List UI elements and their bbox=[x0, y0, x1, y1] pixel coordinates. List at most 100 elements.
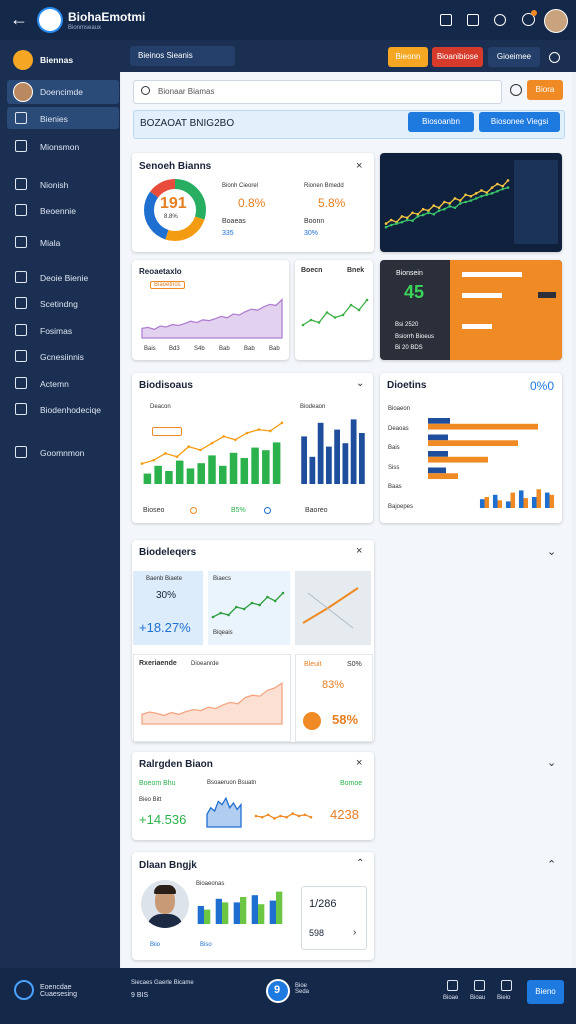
bar bbox=[301, 436, 308, 484]
promo-line: Bi 20 BDS bbox=[395, 345, 423, 351]
footer-icon[interactable] bbox=[501, 980, 512, 991]
point bbox=[485, 191, 489, 194]
point bbox=[501, 187, 504, 191]
legend-item: B5% bbox=[231, 507, 246, 514]
donut-sub: 8.8% bbox=[164, 214, 178, 220]
footer-logo bbox=[14, 980, 34, 1000]
banner-button[interactable]: Biosonee Viegsi bbox=[479, 112, 560, 132]
avatar[interactable] bbox=[544, 9, 568, 33]
search-button[interactable]: Biora bbox=[527, 80, 563, 100]
footer-icon[interactable] bbox=[447, 980, 458, 991]
point bbox=[325, 311, 329, 314]
point bbox=[303, 813, 307, 817]
nav-item[interactable]: Nionish bbox=[40, 180, 69, 190]
bar bbox=[510, 492, 516, 508]
nav-item[interactable]: Mionsmon bbox=[40, 142, 80, 152]
app-title: BiohaEmotmi bbox=[68, 10, 146, 24]
nav-item[interactable]: Miala bbox=[40, 238, 61, 248]
nav-icon bbox=[15, 403, 27, 415]
point bbox=[453, 206, 457, 210]
footer-badge-label: Bioe Seda bbox=[295, 983, 310, 995]
nav-item[interactable]: Fosimas bbox=[40, 326, 73, 336]
chevron[interactable]: ⌃ bbox=[547, 859, 557, 871]
nav-item[interactable]: Beoennie bbox=[40, 206, 76, 216]
close-icon[interactable]: × bbox=[356, 160, 363, 172]
bar bbox=[428, 451, 448, 457]
chevron[interactable]: ⌃ bbox=[356, 858, 365, 869]
point bbox=[458, 202, 462, 205]
road bbox=[307, 592, 354, 629]
close-icon[interactable]: × bbox=[356, 757, 363, 769]
x-tick-label: Bd3 bbox=[169, 346, 180, 352]
bar bbox=[358, 433, 365, 484]
bar bbox=[428, 423, 538, 430]
point bbox=[210, 441, 214, 445]
area bbox=[141, 298, 283, 339]
nav-item[interactable]: Doencimde bbox=[40, 87, 83, 97]
point bbox=[443, 207, 446, 211]
nav-item[interactable]: Scetindng bbox=[40, 299, 78, 309]
hbar-chart bbox=[428, 418, 538, 480]
legend-item: Bioseo bbox=[143, 507, 165, 514]
card-title: Reoaetaxlo bbox=[139, 267, 182, 276]
donut-segment bbox=[144, 179, 206, 241]
card-tag: Bnek bbox=[347, 267, 365, 274]
nav-item[interactable]: Biodenhodeciqe bbox=[40, 405, 101, 415]
toolbar-button[interactable]: Bioanibiose bbox=[432, 47, 483, 67]
point bbox=[234, 438, 237, 442]
footer-badge-text: 9 bbox=[274, 984, 281, 996]
bar bbox=[317, 422, 324, 484]
close-icon[interactable]: × bbox=[356, 545, 363, 557]
point bbox=[496, 182, 499, 186]
toolbar-button[interactable]: Bieonn bbox=[388, 47, 428, 67]
nav-item[interactable]: Bienies bbox=[40, 114, 68, 124]
chevron[interactable]: ⌄ bbox=[356, 378, 365, 389]
table-panel bbox=[514, 160, 558, 244]
x-tick-label: Bab bbox=[219, 346, 230, 352]
nav-item[interactable]: Deoie Bienie bbox=[40, 273, 89, 283]
logo bbox=[39, 9, 61, 31]
point bbox=[490, 192, 494, 195]
nav-icon bbox=[15, 271, 27, 283]
chevron[interactable]: ⌄ bbox=[547, 757, 557, 769]
nav-item[interactable]: Gcnesiinnis bbox=[40, 352, 84, 362]
point bbox=[400, 215, 404, 218]
chevron[interactable]: › bbox=[353, 927, 357, 938]
route bbox=[302, 587, 359, 624]
icon[interactable] bbox=[494, 14, 506, 26]
region-value: +14.536 bbox=[139, 812, 187, 827]
icon[interactable] bbox=[467, 14, 479, 26]
footer-center-title: Siecaes Gaerle Bicame bbox=[131, 980, 194, 986]
icon[interactable] bbox=[440, 14, 452, 26]
bar bbox=[523, 498, 529, 508]
banner-button[interactable]: Biosoanbn bbox=[408, 112, 474, 132]
bar bbox=[222, 902, 229, 924]
line-chart bbox=[254, 812, 313, 820]
promo-bar bbox=[538, 292, 556, 298]
toolbar-button[interactable]: Gioeimee bbox=[488, 47, 540, 67]
point bbox=[333, 316, 337, 319]
map-route bbox=[302, 587, 359, 629]
point bbox=[266, 813, 270, 817]
nav-item[interactable]: Actemn bbox=[40, 379, 69, 389]
footer-button[interactable]: Bieno bbox=[527, 980, 564, 1004]
dropdown[interactable]: Bieinos Sieanis bbox=[130, 46, 235, 66]
point bbox=[349, 303, 353, 307]
profile-foot: Biso bbox=[200, 942, 212, 948]
back-icon[interactable]: ← bbox=[10, 9, 28, 29]
search-bar[interactable] bbox=[133, 80, 502, 104]
stat-foot: 335 bbox=[222, 230, 234, 237]
point bbox=[152, 458, 155, 462]
chevron[interactable]: ⌄ bbox=[547, 546, 557, 558]
bar bbox=[497, 500, 503, 508]
footer-icon[interactable] bbox=[474, 980, 485, 991]
footer-badge[interactable] bbox=[266, 979, 290, 1003]
point bbox=[506, 179, 510, 182]
nav-item[interactable]: Goomnmon bbox=[40, 448, 85, 458]
icon[interactable] bbox=[510, 84, 522, 96]
point bbox=[416, 212, 420, 216]
point bbox=[258, 603, 261, 607]
notification-icon[interactable] bbox=[522, 13, 535, 26]
point bbox=[285, 815, 288, 819]
icon[interactable] bbox=[549, 52, 560, 63]
